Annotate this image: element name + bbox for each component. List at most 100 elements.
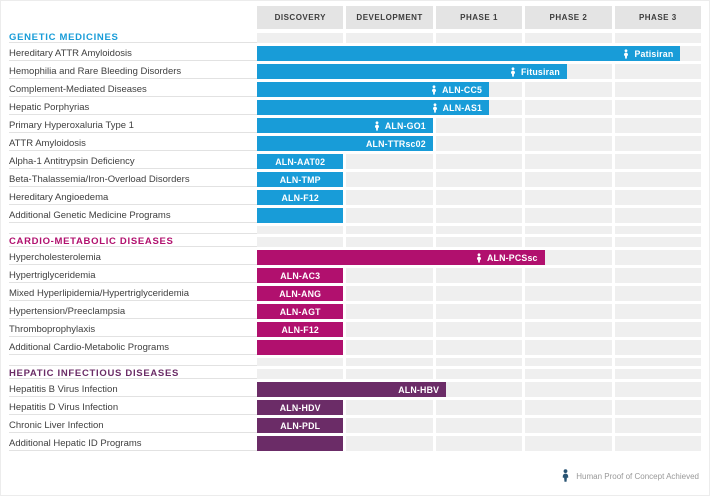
program-label: ALN-TTRsc02	[365, 138, 426, 149]
phase-cell	[614, 33, 701, 43]
phase-cell	[525, 304, 612, 319]
phase-cell	[614, 118, 701, 133]
phase-cell	[257, 237, 344, 247]
program-bar: ALN-F12	[257, 190, 344, 205]
phase-cell	[614, 172, 701, 187]
program-bar: ALN-HDV	[257, 400, 344, 415]
row-cells: Patisiran	[257, 46, 701, 61]
phase-cell	[435, 208, 523, 223]
phase-cell	[346, 286, 433, 301]
program-label: ALN-TMP	[279, 174, 321, 185]
row-cells	[257, 436, 701, 451]
row-cells: ALN-AAT02	[257, 154, 701, 169]
section-header-row: CARDIO-METABOLIC DISEASES	[9, 236, 701, 247]
pipeline-row: Primary Hyperoxaluria Type 1 ALN-GO1	[9, 118, 701, 133]
phase-cell	[614, 64, 701, 79]
program-bar: ALN-AC3	[257, 268, 344, 283]
program-label: ALN-HDV	[279, 402, 321, 413]
program-label: ALN-HBV	[398, 384, 440, 395]
program-label: ALN-ANG	[279, 288, 322, 299]
phase-cell	[614, 268, 701, 283]
pipeline-row: Hereditary ATTR Amyloidosis Patisiran	[9, 46, 701, 61]
human-poc-icon	[373, 120, 381, 131]
phase-cell	[435, 358, 523, 366]
phase-cell	[346, 436, 433, 451]
poc-legend: Human Proof of Concept Achieved	[560, 469, 699, 484]
row-cells	[257, 208, 701, 223]
phase-cell	[525, 358, 612, 366]
phase-cell	[435, 322, 523, 337]
row-cells: ALN-TMP	[257, 172, 701, 187]
phase-cell	[435, 340, 523, 355]
human-poc-icon	[622, 48, 630, 59]
phase-cell	[614, 322, 701, 337]
phase-cell	[525, 418, 612, 433]
phase-cell	[525, 436, 612, 451]
row-cells: ALN-AC3	[257, 268, 701, 283]
program-bar: ALN-ANG	[257, 286, 344, 301]
section-title: GENETIC MEDICINES	[9, 32, 258, 43]
phase-cell	[525, 154, 612, 169]
human-poc-icon	[563, 469, 569, 482]
program-label: ALN-PCSsc	[486, 252, 538, 263]
phase-cell	[525, 382, 612, 397]
program-label: Patisiran	[634, 48, 674, 59]
pipeline-row: Chronic Liver Infection ALN-PDL	[9, 418, 701, 433]
section-header-row: HEPATIC INFECTIOUS DISEASES	[9, 368, 701, 379]
human-poc-icon	[476, 252, 481, 263]
phase-cell	[525, 340, 612, 355]
row-label: Chronic Liver Infection	[9, 418, 258, 433]
spacer-label	[9, 226, 258, 234]
row-cells: ALN-PDL	[257, 418, 701, 433]
program-bar: ALN-AAT02	[257, 154, 344, 169]
program-bar	[257, 340, 344, 355]
phase-cell	[435, 190, 523, 205]
row-label: Beta-Thalassemia/Iron-Overload Disorders	[9, 172, 258, 187]
program-label: ALN-AS1	[442, 102, 483, 113]
program-label: ALN-AC3	[280, 270, 321, 281]
row-cells: ALN-TTRsc02	[257, 136, 701, 151]
program-bar: ALN-PCSsc	[257, 250, 545, 265]
row-cells	[257, 340, 701, 355]
row-cells: ALN-AGT	[257, 304, 701, 319]
column-header: PHASE 3	[614, 6, 701, 29]
phase-cell	[257, 369, 344, 379]
program-label: ALN-AGT	[279, 306, 321, 317]
program-bar: ALN-TMP	[257, 172, 344, 187]
section-spacer-row	[9, 358, 701, 366]
phase-cell	[435, 400, 523, 415]
row-cells: ALN-ANG	[257, 286, 701, 301]
pipeline-row: Complement-Mediated Diseases ALN-CC5	[9, 82, 701, 97]
phase-cell	[435, 304, 523, 319]
phase-cell	[525, 268, 612, 283]
row-cells: ALN-GO1	[257, 118, 701, 133]
row-cells: ALN-F12	[257, 322, 701, 337]
phase-cell	[346, 190, 433, 205]
row-label: Alpha-1 Antitrypsin Deficiency	[9, 154, 258, 169]
phase-cell	[614, 400, 701, 415]
phase-cell	[614, 100, 701, 115]
phase-cell	[346, 268, 433, 283]
human-poc-icon	[510, 66, 515, 77]
phase-cell	[435, 172, 523, 187]
pipeline-row: Thromboprophylaxis ALN-F12	[9, 322, 701, 337]
phase-cell	[257, 226, 344, 234]
phase-cell	[614, 304, 701, 319]
phase-cell	[614, 226, 701, 234]
phase-cell	[525, 237, 612, 247]
row-label: ATTR Amyloidosis	[9, 136, 258, 151]
row-label: Additional Genetic Medicine Programs	[9, 208, 258, 223]
phase-cell	[435, 33, 523, 43]
phase-cell	[346, 322, 433, 337]
pipeline-row: Mixed Hyperlipidemia/Hypertriglyceridemi…	[9, 286, 701, 301]
phase-cell	[346, 154, 433, 169]
program-bar: ALN-AGT	[257, 304, 344, 319]
phase-cell	[435, 382, 523, 397]
section-header-cells	[257, 369, 701, 379]
row-cells: ALN-CC5	[257, 82, 701, 97]
row-cells: ALN-HBV	[257, 382, 701, 397]
program-bar	[257, 208, 344, 223]
phase-cell	[525, 286, 612, 301]
phase-cell	[346, 418, 433, 433]
row-label: Additional Cardio-Metabolic Programs	[9, 340, 258, 355]
